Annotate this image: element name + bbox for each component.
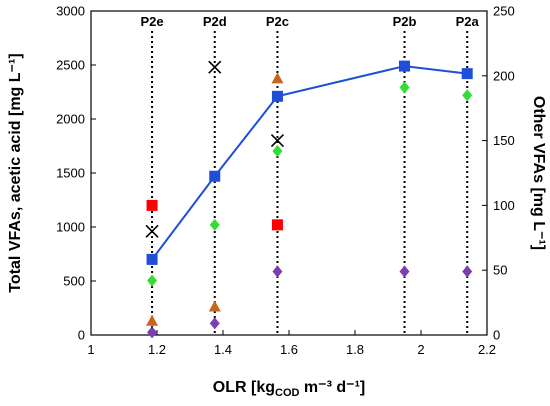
square-marker [209,170,221,182]
diamond-marker [462,89,473,102]
cross-marker [208,60,222,74]
phase-label: P2a [456,14,480,29]
x-tick-label: 1.4 [214,342,232,357]
diamond-marker [147,274,158,287]
y-right-tick-label: 100 [493,198,515,213]
x-axis-label-rest: m⁻³ d⁻¹] [299,379,365,396]
x-tick-label: 2 [417,342,424,357]
cross-marker [145,224,159,238]
y-left-axis: 0 500 1000 1500 2000 2500 3000 [56,4,96,343]
diamond-marker [147,326,158,339]
square-marker [146,253,158,265]
y-right-tick-label: 0 [493,328,500,343]
y-right-tick-label: 250 [493,4,515,19]
x-axis-label-sub: COD [275,387,300,399]
diamond-marker [399,265,410,278]
phase-label: P2c [266,14,289,29]
x-tick-label: 1.2 [148,342,166,357]
y-left-tick-label: 1000 [56,220,85,235]
diamond-marker [209,317,220,330]
diamond-marker [462,265,473,278]
square-marker [271,90,283,102]
y-left-tick-label: 500 [63,274,85,289]
triangle-marker [271,72,284,84]
phase-label: P2d [203,14,227,29]
series-layer [145,60,473,339]
square-marker [399,60,410,72]
x-tick-label: 1.6 [280,342,298,357]
x-axis-label: OLR [kgCOD m⁻³ d⁻¹] [213,379,365,399]
x-tick-label: 1 [87,342,94,357]
diamond-marker [399,81,410,94]
x-axis-label-main: OLR [kg [213,379,275,396]
y-left-tick-label: 2500 [56,58,85,73]
y-left-tick-label: 2000 [56,112,85,127]
cross-marker [270,134,285,148]
triangle-marker [208,300,221,312]
series-1 [146,60,473,265]
square-marker [271,219,283,231]
y-right-tick-label: 200 [493,68,515,83]
series-2 [146,199,283,231]
y-right-axis: 0 50 100 150 200 250 [482,4,515,343]
y-right-axis-label: Other VFAs [mg L⁻¹] [530,96,547,250]
phase-lines: P2e P2d P2c P2b P2a [140,14,480,335]
x-axis: 1 1.2 1.4 1.6 1.8 2 2.2 [87,330,496,357]
square-marker [146,199,158,211]
x-tick-label: 1.8 [346,342,364,357]
series-line [151,65,468,261]
square-marker [461,68,473,80]
y-right-tick-label: 50 [493,263,507,278]
series-5 [146,72,284,326]
phase-label: P2b [393,14,417,29]
diamond-marker [272,265,283,278]
y-left-tick-label: 1500 [56,166,85,181]
phase-label: P2e [140,14,163,29]
y-left-tick-label: 0 [78,328,85,343]
series-6 [147,265,473,339]
diamond-marker [209,218,220,231]
y-left-tick-label: 3000 [56,4,85,19]
x-tick-label: 2.2 [478,342,496,357]
plot-frame [90,10,488,336]
y-left-axis-label: Total VFAs, acetic acid [mg L⁻¹] [7,53,24,292]
y-right-tick-label: 150 [493,133,515,148]
series-4 [147,81,473,287]
diamond-marker [272,144,283,157]
series-3 [145,60,285,238]
triangle-marker [146,314,159,326]
